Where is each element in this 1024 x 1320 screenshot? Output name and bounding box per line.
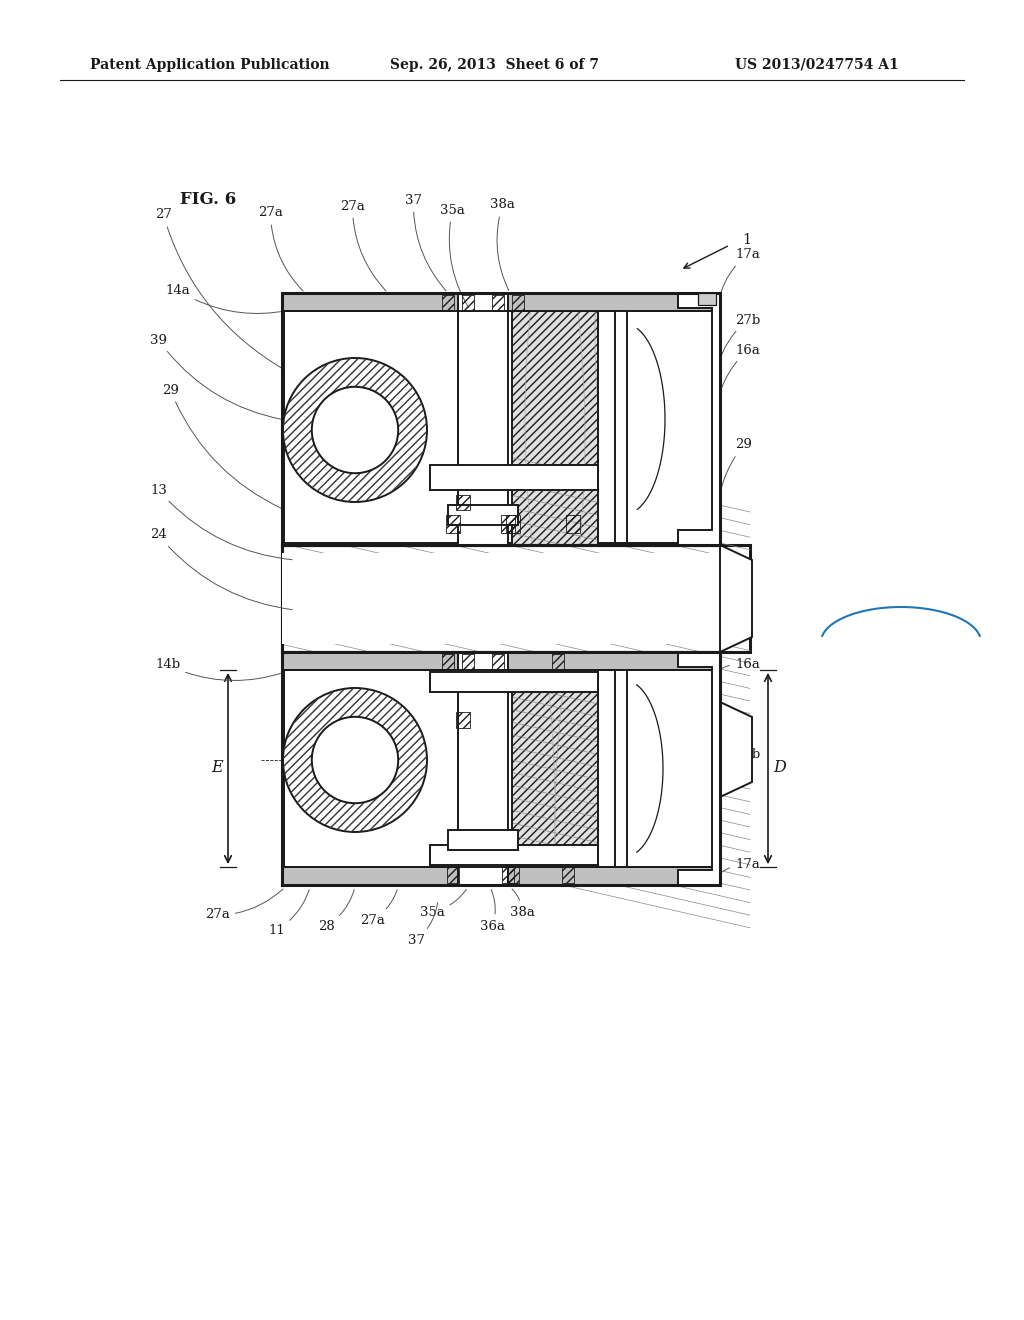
Bar — [284, 671, 512, 867]
Text: 13: 13 — [150, 483, 292, 560]
Text: 39: 39 — [150, 334, 283, 420]
Circle shape — [283, 688, 427, 832]
Text: 37: 37 — [408, 903, 437, 946]
Text: 37: 37 — [406, 194, 446, 290]
Text: 27b: 27b — [716, 314, 760, 378]
Bar — [282, 652, 720, 671]
Bar — [566, 515, 580, 533]
Text: 16a: 16a — [715, 343, 760, 417]
Bar — [458, 293, 508, 545]
Bar — [456, 495, 470, 510]
Polygon shape — [678, 652, 720, 884]
Bar — [282, 293, 720, 545]
Text: 29: 29 — [162, 384, 283, 508]
Text: 27b: 27b — [718, 748, 760, 762]
Bar — [615, 312, 627, 543]
Text: E: E — [211, 759, 223, 776]
Bar — [562, 867, 574, 883]
Text: 27a: 27a — [360, 890, 397, 927]
Polygon shape — [720, 545, 752, 652]
Circle shape — [311, 387, 398, 473]
Bar — [501, 515, 515, 533]
Text: 17a: 17a — [719, 248, 760, 302]
Bar — [282, 652, 720, 884]
Text: 27a: 27a — [205, 888, 283, 921]
Bar — [282, 293, 720, 312]
Text: 36a: 36a — [480, 890, 505, 932]
Circle shape — [283, 358, 427, 502]
Text: 27a: 27a — [258, 206, 303, 290]
Text: 11: 11 — [268, 890, 309, 936]
Bar — [492, 294, 504, 312]
Bar — [282, 652, 720, 884]
Polygon shape — [720, 702, 752, 797]
Bar — [449, 830, 518, 850]
Bar — [449, 506, 518, 525]
Text: 28: 28 — [318, 890, 354, 932]
Text: 38a: 38a — [510, 888, 535, 919]
Bar — [615, 671, 627, 867]
Bar — [282, 293, 720, 312]
Polygon shape — [678, 293, 720, 545]
Text: D: D — [773, 759, 785, 776]
Text: 14a: 14a — [165, 284, 288, 313]
Text: Sep. 26, 2013  Sheet 6 of 7: Sep. 26, 2013 Sheet 6 of 7 — [390, 58, 599, 73]
Bar — [462, 653, 474, 671]
Text: 17a: 17a — [720, 858, 760, 874]
Bar — [442, 653, 454, 671]
Text: 27: 27 — [155, 209, 283, 368]
Bar — [506, 515, 520, 533]
Bar — [282, 293, 720, 545]
Bar — [552, 653, 564, 671]
Text: 16a: 16a — [718, 659, 760, 672]
Bar — [456, 711, 470, 729]
Bar — [458, 652, 508, 884]
Bar — [442, 294, 454, 312]
Bar — [492, 653, 504, 671]
Bar — [598, 671, 718, 867]
Bar — [598, 312, 718, 543]
Bar — [282, 867, 720, 884]
Bar — [462, 294, 474, 312]
Text: FIG. 6: FIG. 6 — [180, 191, 237, 209]
Bar — [282, 652, 720, 671]
Polygon shape — [282, 545, 750, 652]
Text: Patent Application Publication: Patent Application Publication — [90, 58, 330, 73]
Bar — [446, 515, 460, 533]
Bar — [507, 867, 519, 883]
Text: 27a: 27a — [340, 199, 386, 290]
Bar — [512, 294, 524, 312]
Text: 35a: 35a — [420, 890, 467, 919]
Text: 29: 29 — [718, 438, 752, 527]
Text: 35a: 35a — [440, 203, 469, 308]
Bar — [447, 867, 459, 883]
Bar — [284, 312, 512, 543]
Text: 24: 24 — [150, 528, 292, 610]
Text: US 2013/0247754 A1: US 2013/0247754 A1 — [735, 58, 899, 73]
Bar — [282, 867, 720, 884]
Text: 14b: 14b — [155, 659, 283, 681]
Circle shape — [311, 717, 398, 803]
Bar — [430, 845, 598, 865]
Text: 38a: 38a — [490, 198, 515, 290]
Bar — [698, 293, 716, 305]
Text: 1: 1 — [742, 234, 752, 247]
Bar — [502, 867, 514, 883]
Bar — [430, 672, 598, 692]
Bar — [430, 465, 598, 490]
Bar — [282, 553, 748, 644]
